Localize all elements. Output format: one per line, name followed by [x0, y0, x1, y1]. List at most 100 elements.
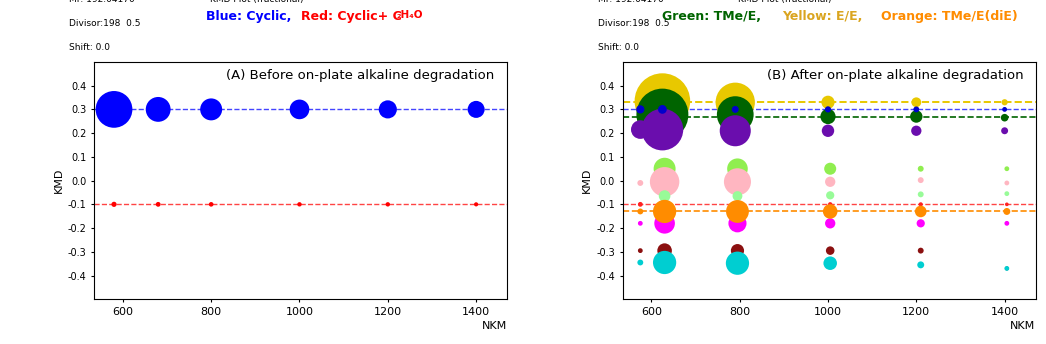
Point: [822, 221, 839, 226]
Y-axis label: KMD: KMD: [582, 168, 592, 193]
Point: [380, 202, 396, 207]
Point: [729, 260, 746, 266]
Point: [912, 262, 929, 268]
Point: [822, 202, 839, 207]
Point: [999, 191, 1016, 196]
Point: [996, 99, 1013, 105]
Point: [912, 192, 929, 197]
Point: [912, 221, 929, 226]
Text: Divisor:198  0.5: Divisor:198 0.5: [69, 19, 141, 28]
Text: Red: Cyclic+ C: Red: Cyclic+ C: [300, 10, 402, 23]
Point: [656, 193, 673, 199]
Text: NKM: NKM: [1010, 321, 1036, 331]
Y-axis label: KMD: KMD: [53, 168, 64, 193]
Point: [656, 202, 673, 207]
Text: Yellow: E/E,: Yellow: E/E,: [782, 10, 871, 23]
Point: [908, 99, 925, 105]
Point: [654, 112, 670, 117]
Point: [822, 193, 839, 198]
Point: [822, 179, 839, 184]
Point: [727, 107, 744, 112]
Point: [632, 108, 649, 113]
Text: NKM: NKM: [482, 321, 507, 331]
Point: [106, 202, 122, 207]
Point: [912, 248, 929, 254]
Point: [999, 266, 1016, 271]
Text: Shift: 0.0: Shift: 0.0: [69, 43, 111, 52]
Point: [999, 202, 1016, 207]
Point: [729, 202, 746, 207]
Point: [656, 221, 673, 226]
Point: [999, 180, 1016, 186]
Point: [729, 166, 746, 172]
Point: [999, 266, 1016, 271]
Point: [654, 98, 670, 104]
Point: [468, 202, 484, 207]
Text: Green: TMe/E,: Green: TMe/E,: [662, 10, 770, 23]
Point: [203, 107, 220, 112]
Point: [106, 107, 122, 112]
Text: (B) After on-plate alkaline degradation: (B) After on-plate alkaline degradation: [767, 69, 1023, 82]
Point: [822, 260, 839, 266]
Point: [656, 248, 673, 254]
Point: [999, 166, 1016, 172]
Point: [908, 128, 925, 133]
Point: [729, 209, 746, 214]
Point: [468, 107, 484, 112]
Point: [729, 179, 746, 184]
Point: [656, 166, 673, 172]
Point: [654, 127, 670, 132]
Point: [999, 209, 1016, 214]
Point: [729, 221, 746, 226]
Point: [912, 202, 929, 207]
Point: [912, 166, 929, 172]
Point: [632, 107, 649, 112]
Point: [822, 166, 839, 172]
Point: [632, 127, 649, 132]
Point: [632, 260, 649, 265]
Text: ₂H₄O: ₂H₄O: [396, 10, 424, 20]
Point: [820, 128, 837, 133]
Point: [632, 248, 649, 254]
Text: Orange: TMe/E(diE): Orange: TMe/E(diE): [882, 10, 1018, 23]
Point: [822, 248, 839, 254]
Point: [820, 99, 837, 105]
Point: [150, 202, 166, 207]
Text: KMD Plot (fractional): KMD Plot (fractional): [738, 0, 832, 4]
Point: [150, 107, 166, 112]
Point: [727, 112, 744, 117]
Point: [291, 107, 308, 112]
Text: Mr: 192.04170: Mr: 192.04170: [69, 0, 135, 4]
Point: [996, 115, 1013, 120]
Point: [632, 209, 649, 214]
Point: [632, 180, 649, 186]
Point: [291, 202, 308, 207]
Point: [822, 209, 839, 214]
Point: [654, 107, 670, 112]
Point: [912, 178, 929, 183]
Text: Divisor:198  0.5: Divisor:198 0.5: [598, 19, 669, 28]
Point: [656, 209, 673, 214]
Text: KMD Plot (fractional): KMD Plot (fractional): [210, 0, 303, 4]
Point: [632, 104, 649, 110]
Point: [656, 179, 673, 184]
Point: [820, 107, 837, 112]
Text: (A) Before on-plate alkaline degradation: (A) Before on-plate alkaline degradation: [226, 69, 495, 82]
Point: [729, 248, 746, 254]
Text: Mr: 192.04170: Mr: 192.04170: [598, 0, 663, 4]
Point: [632, 202, 649, 207]
Point: [908, 107, 925, 112]
Point: [996, 128, 1013, 133]
Point: [820, 114, 837, 119]
Point: [203, 202, 220, 207]
Text: Shift: 0.0: Shift: 0.0: [598, 43, 639, 52]
Point: [380, 107, 396, 112]
Point: [632, 221, 649, 226]
Point: [656, 260, 673, 265]
Point: [727, 128, 744, 133]
Point: [727, 99, 744, 105]
Point: [996, 107, 1013, 112]
Text: Blue: Cyclic,: Blue: Cyclic,: [206, 10, 300, 23]
Point: [908, 114, 925, 119]
Point: [999, 221, 1016, 226]
